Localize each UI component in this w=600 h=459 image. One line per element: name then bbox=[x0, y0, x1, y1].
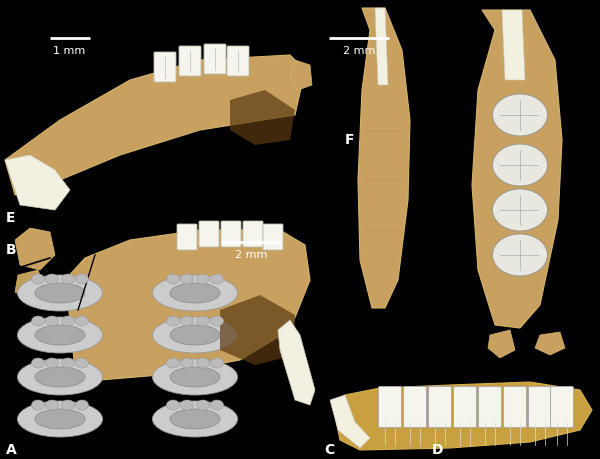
Text: 1 mm: 1 mm bbox=[53, 46, 86, 56]
Ellipse shape bbox=[197, 316, 209, 326]
Polygon shape bbox=[335, 382, 592, 450]
FancyBboxPatch shape bbox=[428, 386, 452, 427]
FancyBboxPatch shape bbox=[529, 386, 551, 427]
Text: C: C bbox=[324, 443, 334, 457]
FancyBboxPatch shape bbox=[379, 386, 401, 427]
Ellipse shape bbox=[493, 94, 548, 136]
Ellipse shape bbox=[167, 358, 179, 368]
Ellipse shape bbox=[197, 400, 209, 410]
Ellipse shape bbox=[181, 274, 193, 284]
FancyBboxPatch shape bbox=[263, 224, 283, 250]
Ellipse shape bbox=[62, 316, 74, 326]
Ellipse shape bbox=[32, 400, 44, 410]
FancyBboxPatch shape bbox=[454, 386, 476, 427]
Polygon shape bbox=[278, 320, 315, 405]
Ellipse shape bbox=[32, 316, 44, 326]
Ellipse shape bbox=[211, 316, 223, 326]
Polygon shape bbox=[488, 330, 515, 358]
Ellipse shape bbox=[211, 400, 223, 410]
Ellipse shape bbox=[17, 359, 103, 395]
Ellipse shape bbox=[170, 325, 220, 345]
Text: E: E bbox=[6, 211, 16, 225]
FancyBboxPatch shape bbox=[179, 46, 201, 76]
Polygon shape bbox=[290, 60, 312, 90]
Ellipse shape bbox=[211, 358, 223, 368]
Ellipse shape bbox=[493, 189, 548, 231]
Ellipse shape bbox=[76, 400, 89, 410]
Ellipse shape bbox=[170, 283, 220, 303]
Ellipse shape bbox=[46, 274, 59, 284]
Polygon shape bbox=[535, 332, 565, 355]
Ellipse shape bbox=[197, 274, 209, 284]
Polygon shape bbox=[15, 270, 45, 300]
Ellipse shape bbox=[76, 316, 89, 326]
FancyBboxPatch shape bbox=[503, 386, 527, 427]
Ellipse shape bbox=[181, 358, 193, 368]
Ellipse shape bbox=[211, 274, 223, 284]
FancyBboxPatch shape bbox=[227, 46, 249, 76]
Ellipse shape bbox=[32, 274, 44, 284]
Polygon shape bbox=[472, 10, 562, 328]
FancyBboxPatch shape bbox=[243, 221, 263, 247]
Ellipse shape bbox=[32, 358, 44, 368]
Ellipse shape bbox=[181, 400, 193, 410]
Ellipse shape bbox=[493, 234, 548, 276]
Text: B: B bbox=[6, 243, 17, 257]
Polygon shape bbox=[15, 228, 55, 270]
Text: A: A bbox=[6, 443, 17, 457]
Ellipse shape bbox=[493, 144, 548, 186]
Text: D: D bbox=[432, 443, 443, 457]
Polygon shape bbox=[65, 230, 310, 380]
Ellipse shape bbox=[35, 367, 85, 387]
Polygon shape bbox=[220, 295, 295, 365]
FancyBboxPatch shape bbox=[177, 224, 197, 250]
Polygon shape bbox=[230, 90, 295, 145]
Ellipse shape bbox=[197, 358, 209, 368]
Ellipse shape bbox=[152, 359, 238, 395]
Ellipse shape bbox=[17, 401, 103, 437]
FancyBboxPatch shape bbox=[204, 44, 226, 74]
Ellipse shape bbox=[181, 316, 193, 326]
FancyBboxPatch shape bbox=[404, 386, 427, 427]
Ellipse shape bbox=[46, 316, 59, 326]
Text: 2 mm: 2 mm bbox=[235, 250, 267, 260]
FancyBboxPatch shape bbox=[199, 221, 219, 247]
Ellipse shape bbox=[35, 409, 85, 429]
Polygon shape bbox=[5, 155, 70, 210]
Ellipse shape bbox=[170, 367, 220, 387]
Ellipse shape bbox=[62, 400, 74, 410]
Ellipse shape bbox=[167, 400, 179, 410]
Ellipse shape bbox=[167, 316, 179, 326]
Ellipse shape bbox=[46, 400, 59, 410]
Ellipse shape bbox=[62, 358, 74, 368]
Ellipse shape bbox=[170, 409, 220, 429]
Ellipse shape bbox=[152, 401, 238, 437]
Polygon shape bbox=[5, 55, 305, 195]
Polygon shape bbox=[375, 8, 388, 85]
FancyBboxPatch shape bbox=[221, 221, 241, 247]
Ellipse shape bbox=[46, 358, 59, 368]
Ellipse shape bbox=[76, 274, 89, 284]
Polygon shape bbox=[330, 395, 370, 448]
Polygon shape bbox=[502, 10, 525, 80]
Ellipse shape bbox=[167, 274, 179, 284]
Ellipse shape bbox=[76, 358, 89, 368]
Ellipse shape bbox=[35, 325, 85, 345]
FancyBboxPatch shape bbox=[479, 386, 502, 427]
FancyBboxPatch shape bbox=[551, 386, 574, 427]
Ellipse shape bbox=[17, 317, 103, 353]
Ellipse shape bbox=[17, 275, 103, 311]
Ellipse shape bbox=[152, 317, 238, 353]
Polygon shape bbox=[358, 8, 410, 308]
Text: 2 mm: 2 mm bbox=[343, 46, 375, 56]
FancyBboxPatch shape bbox=[154, 52, 176, 82]
Ellipse shape bbox=[152, 275, 238, 311]
Ellipse shape bbox=[35, 283, 85, 303]
Ellipse shape bbox=[62, 274, 74, 284]
Text: F: F bbox=[345, 133, 355, 147]
